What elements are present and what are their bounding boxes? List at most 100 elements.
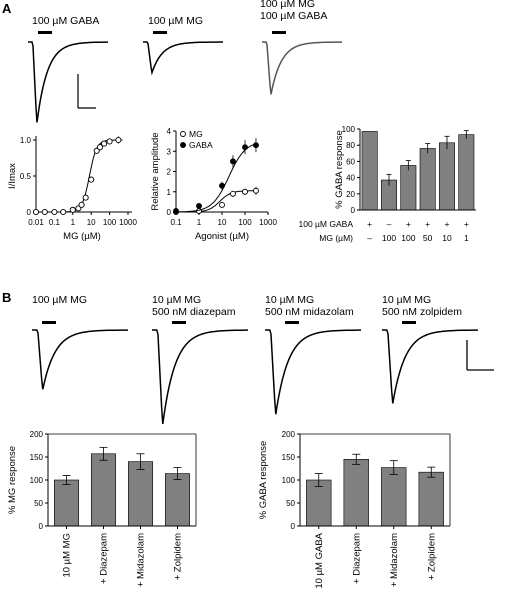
bar-a-row-label-gaba: 100 µM GABA [298, 219, 353, 229]
dr1-point [115, 136, 122, 144]
dr2-y-tick-label: 1 [167, 188, 172, 197]
bar-a-row2-cell: 50 [423, 233, 433, 243]
dr1-x-tick-label: 100 [103, 218, 117, 227]
dr2-legend-marker [180, 131, 186, 137]
trace-b-0 [32, 329, 128, 390]
bar-b1-y-label: % MG response [7, 446, 18, 514]
dr1-point [82, 194, 89, 201]
dr1-point [60, 208, 67, 216]
dr2-y-tick-label: 3 [167, 147, 172, 156]
dr1-fit-curve [36, 139, 123, 213]
bar-b1-y-tick-label: 0 [39, 522, 44, 531]
bar-b2-x-tick-label: 10 µM GABA [314, 532, 325, 588]
bar-b2-x-tick-label: + Midazolam [389, 533, 400, 587]
dr2-point [196, 202, 202, 209]
bar-a-y-tick-label: 0 [351, 206, 356, 215]
bar-a-row2-cell: 1 [464, 233, 469, 243]
bar-b1-x-tick-label: 10 µM MG [62, 533, 73, 578]
trace-a-label-0: 100 µM GABA [32, 15, 99, 27]
dr2-y-tick-label: 4 [167, 127, 172, 136]
panel-b-label: B [2, 290, 11, 305]
bar-a-row1-cell: + [464, 219, 469, 229]
dr1-x-label: MG (µM) [63, 231, 101, 242]
trace-b-label-0: 100 µM MG [32, 294, 87, 306]
bar-a-row1-cell: + [445, 219, 450, 229]
dr1-x-tick-label: 1000 [119, 218, 137, 227]
dr1-point [101, 140, 108, 147]
dr2-x-tick-label: 0.1 [170, 218, 182, 227]
bar-b2-x-tick-label: + Diazepam [351, 533, 362, 584]
trace-b-label-3: 10 µM MG [382, 294, 431, 306]
dr2-y-tick-label: 0 [167, 208, 172, 217]
dr1-y-tick-label: 0 [27, 208, 32, 217]
dr2-legend-label: GABA [189, 140, 213, 150]
stim-bar-b-2 [285, 321, 299, 324]
bar-b1-x-tick-label: + Diazepam [99, 533, 110, 584]
dr2-point [242, 188, 248, 195]
bar-b2-x-tick-label: + Zolpidem [426, 533, 437, 580]
bar-b2-bar [306, 479, 332, 527]
dr1-point [32, 208, 40, 216]
dr1-point [69, 206, 76, 213]
bar-a-y-tick-label: 40 [346, 174, 355, 183]
trace-b-1 [152, 329, 248, 425]
bar-a-row1-cell: – [387, 219, 392, 229]
dr2-point [219, 201, 225, 208]
trace-a-2 [262, 41, 342, 95]
dr2-x-tick-label: 1000 [259, 218, 277, 227]
dr2-point [219, 182, 225, 189]
bar-a-y-tick-label: 100 [342, 125, 356, 134]
dr2-point [173, 208, 179, 214]
dr2-x-tick-label: 100 [238, 218, 252, 227]
dr1-point [41, 208, 48, 216]
dr2-x-tick-label: 1 [197, 218, 202, 227]
bar-b2-y-tick-label: 0 [291, 522, 296, 531]
dr1-x-tick-label: 0.01 [28, 218, 44, 227]
bar-b2-y-tick-label: 150 [282, 453, 296, 462]
dr1-point [78, 201, 85, 208]
panel-a-label: A [2, 1, 12, 16]
dr1-y-tick-label: 1.0 [20, 136, 32, 145]
bar-a-bar [458, 134, 475, 211]
dr1-y-tick-label: 0.5 [20, 172, 32, 181]
dr2-point [230, 190, 236, 197]
trace-b-3 [382, 329, 478, 404]
bar-b2-y-label: % GABA response [258, 441, 269, 520]
dr1-point [51, 208, 58, 216]
stim-bar-b-3 [402, 321, 416, 324]
bar-a-row2-cell: 10 [442, 233, 452, 243]
bar-b1-y-tick-label: 200 [30, 430, 44, 439]
bar-a-row1-cell: + [425, 219, 430, 229]
bar-a-row1-cell: + [367, 219, 372, 229]
bar-a-bar [439, 142, 455, 211]
bar-b2-bar [343, 458, 369, 527]
dr2-point [230, 158, 236, 165]
trace-a-1 [143, 41, 223, 76]
bar-a-row1-cell: + [406, 219, 411, 229]
bar-b1-bar [164, 473, 191, 527]
bar-a-bar [419, 148, 436, 211]
stim-bar-a-2 [272, 31, 286, 34]
trace-b-label-2: 10 µM MG [265, 294, 314, 306]
dr2-x-tick-label: 10 [218, 218, 227, 227]
bar-a-row2-cell: 100 [382, 233, 396, 243]
bar-a-bar [400, 165, 417, 211]
trace-b-label-1: 500 nM diazepam [152, 306, 236, 318]
dr2-point [253, 187, 259, 194]
bar-b1-y-tick-label: 100 [30, 476, 44, 485]
trace-a-0 [28, 41, 108, 123]
dr2-y-tick-label: 2 [167, 168, 172, 177]
bar-b1-y-tick-label: 50 [34, 499, 43, 508]
dr1-point [88, 176, 95, 183]
trace-b-2 [265, 329, 361, 415]
dr2-legend-marker [180, 142, 186, 148]
bar-a-row2-cell: 100 [401, 233, 415, 243]
bar-b2-y-tick-label: 100 [282, 476, 296, 485]
dr1-x-tick-label: 10 [87, 218, 96, 227]
bar-a-bar [361, 131, 378, 211]
trace-b-label-3: 500 nM zolpidem [382, 306, 462, 318]
bar-b1-y-tick-label: 150 [30, 453, 44, 462]
bar-b2-bar [418, 471, 444, 527]
